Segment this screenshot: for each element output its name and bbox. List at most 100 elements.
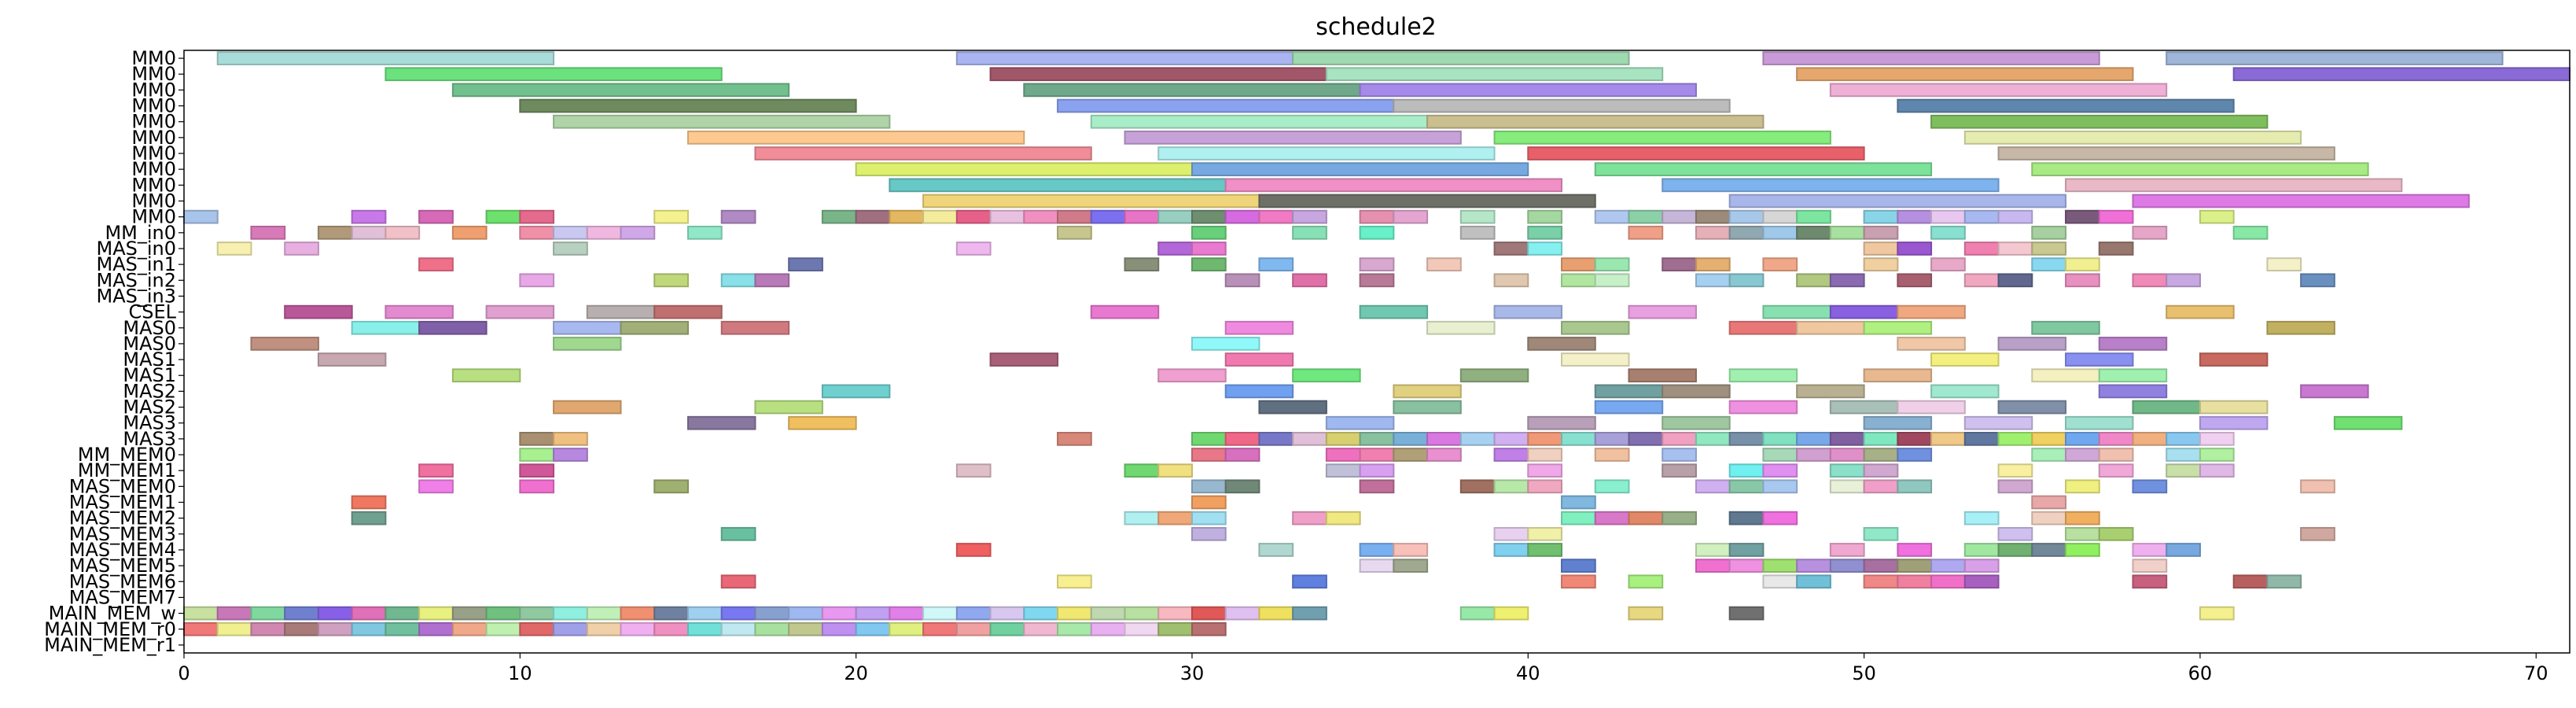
task-bar-fill: [521, 623, 554, 635]
task-bar-fill: [1932, 385, 1998, 397]
task-bar-fill: [957, 465, 990, 477]
task-bar-fill: [756, 148, 1091, 159]
task-bar-fill: [2099, 449, 2133, 460]
y-tick-label: MM0: [131, 127, 176, 149]
task-bar-fill: [1192, 512, 1225, 524]
task-bar-fill: [2167, 544, 2199, 555]
task-bar-fill: [1394, 560, 1427, 571]
task-bar-fill: [2133, 544, 2166, 555]
task-bar-fill: [1999, 401, 2066, 413]
task-bar-fill: [1562, 576, 1595, 588]
task-bar-fill: [1629, 211, 1662, 223]
task-bar-fill: [1192, 227, 1225, 238]
x-tick-label: 40: [1516, 662, 1540, 684]
task-bar-fill: [1192, 243, 1225, 254]
task-bar-fill: [1730, 370, 1797, 382]
task-bar-fill: [722, 211, 755, 223]
task-bar-fill: [1764, 449, 1797, 460]
task-bar-fill: [1764, 53, 2099, 64]
task-bar-fill: [1898, 433, 1931, 444]
task-bar-fill: [1864, 433, 1897, 444]
x-tick-label: 10: [508, 662, 532, 684]
task-bar-fill: [1226, 179, 1562, 191]
task-bar-fill: [420, 607, 452, 619]
task-bar-fill: [1159, 607, 1191, 619]
task-bar-fill: [1461, 370, 1528, 382]
task-bar-fill: [1226, 449, 1259, 460]
task-bar-fill: [2133, 275, 2166, 286]
task-bar-fill: [1696, 259, 1729, 270]
x-tick-label: 50: [1852, 662, 1876, 684]
task-bar-fill: [1562, 322, 1628, 334]
y-axis-ticks: MM0MM0MM0MM0MM0MM0MM0MM0MM0MM0MM0MM_in0M…: [44, 47, 184, 656]
task-bar-fill: [1595, 449, 1628, 460]
task-bar-fill: [1864, 576, 1897, 588]
task-bar-fill: [252, 607, 285, 619]
task-bar-fill: [1730, 275, 1763, 286]
task-bar-fill: [1696, 481, 1729, 492]
task-bar-fill: [1058, 623, 1091, 635]
task-bar-fill: [1798, 433, 1830, 444]
task-bar-fill: [1798, 449, 1830, 460]
task-bar-fill: [890, 211, 923, 223]
task-bar-fill: [1428, 259, 1460, 270]
task-bar-fill: [1226, 275, 1259, 286]
task-bar-fill: [587, 623, 620, 635]
task-bar-fill: [1058, 211, 1091, 223]
task-bar-fill: [789, 607, 822, 619]
task-bar-fill: [1529, 481, 1562, 492]
task-bar-fill: [453, 227, 486, 238]
task-bar-fill: [1831, 306, 1897, 318]
task-bar-fill: [991, 607, 1024, 619]
task-bar-fill: [1864, 259, 1897, 270]
task-bar-fill: [1125, 259, 1158, 270]
task-bar-fill: [856, 211, 889, 223]
task-bar-fill: [1864, 465, 1897, 477]
task-bar-fill: [2167, 275, 2199, 286]
task-bar-fill: [521, 227, 554, 238]
task-bar-fill: [1730, 433, 1763, 444]
task-bar-fill: [2033, 259, 2066, 270]
task-bar-fill: [352, 211, 385, 223]
task-bar-fill: [2033, 370, 2099, 382]
task-bar-fill: [554, 227, 587, 238]
task-bar-fill: [1965, 544, 1998, 555]
task-bar-fill: [1831, 84, 2166, 96]
task-bar-fill: [1696, 227, 1729, 238]
y-tick-label: MAIN_MEM_r0: [44, 618, 176, 640]
task-bar-fill: [1764, 512, 1797, 524]
task-bar-fill: [1965, 211, 1998, 223]
task-bar-fill: [1159, 211, 1191, 223]
task-bar-fill: [1898, 100, 2233, 112]
task-bar-fill: [2066, 512, 2099, 524]
task-bar-fill: [1360, 465, 1393, 477]
task-bar-fill: [1428, 449, 1460, 460]
task-bar-fill: [789, 259, 822, 270]
task-bar-fill: [957, 211, 990, 223]
task-bar-fill: [487, 607, 520, 619]
task-bar-fill: [957, 243, 990, 254]
task-bar-fill: [1864, 417, 1931, 429]
task-bar-fill: [991, 354, 1058, 365]
task-bar-fill: [2302, 528, 2334, 540]
task-bar-fill: [1192, 607, 1225, 619]
task-bar-fill: [1495, 275, 1528, 286]
task-bar-fill: [924, 607, 956, 619]
y-tick-label: MAS_MEM6: [69, 570, 176, 592]
task-bar-fill: [521, 481, 554, 492]
task-bar-fill: [1595, 211, 1628, 223]
task-bar-fill: [1864, 370, 1931, 382]
task-bar-fill: [1461, 481, 1494, 492]
task-bar-fill: [1159, 148, 1494, 159]
task-bar-fill: [1125, 211, 1158, 223]
task-bar-fill: [453, 607, 486, 619]
task-bar-fill: [1529, 227, 1562, 238]
task-bar-fill: [1192, 481, 1225, 492]
task-bar-fill: [1965, 433, 1998, 444]
task-bar-fill: [856, 607, 889, 619]
task-bar-fill: [554, 338, 620, 349]
y-tick-label: MM_in0: [105, 222, 176, 244]
task-bar-fill: [688, 623, 721, 635]
task-bar-fill: [1730, 322, 1797, 334]
task-bar-fill: [688, 132, 1024, 143]
